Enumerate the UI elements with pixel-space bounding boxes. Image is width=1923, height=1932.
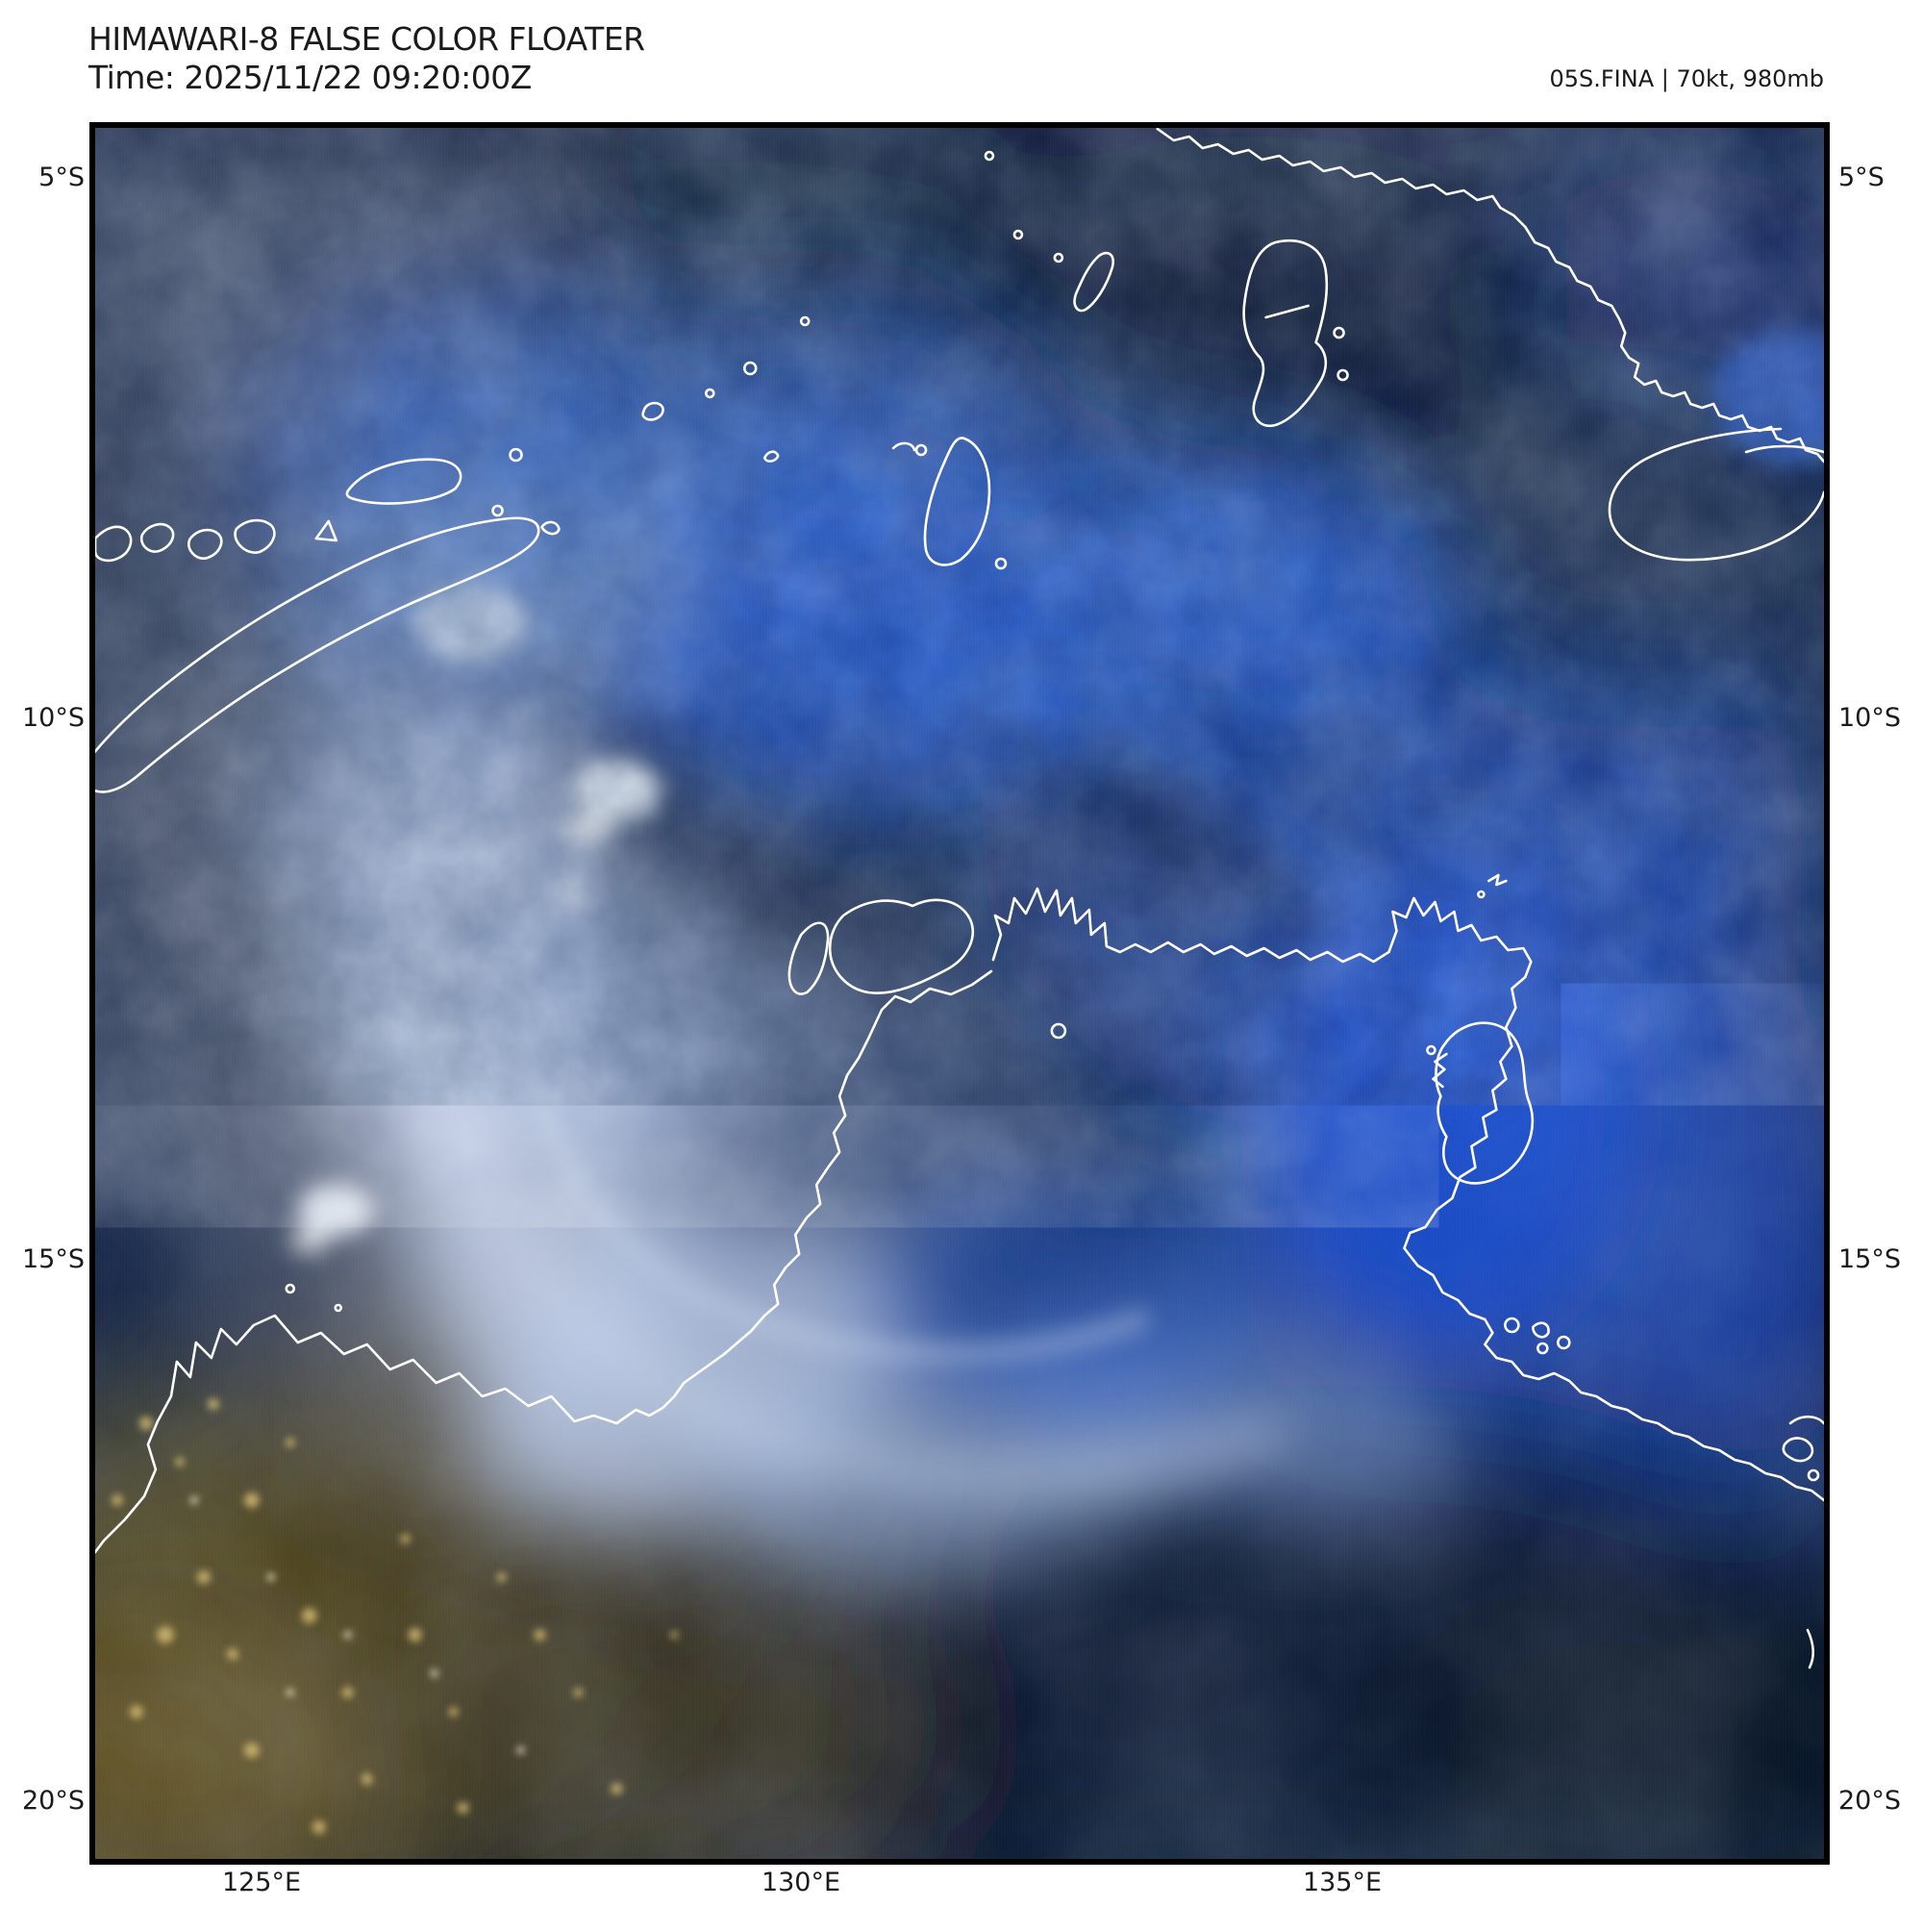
lat-label-right-20s: 20°S — [1838, 1788, 1901, 1815]
satellite-image — [95, 128, 1824, 1859]
lon-label-125e: 125°E — [194, 1869, 329, 1896]
lat-label-left-15s: 15°S — [0, 1246, 85, 1273]
lat-label-right-5s: 5°S — [1838, 164, 1885, 191]
timestamp-label: Time: 2025/11/22 09:20:00Z — [88, 60, 532, 96]
lat-label-left-5s: 5°S — [0, 164, 85, 191]
lon-label-130e: 130°E — [734, 1869, 868, 1896]
lon-label-135e: 135°E — [1275, 1869, 1410, 1896]
satellite-map-frame: Copyright © 2020-2025 Dapiya — [89, 122, 1830, 1865]
lat-label-left-10s: 10°S — [0, 705, 85, 732]
lat-label-right-15s: 15°S — [1838, 1246, 1901, 1273]
lat-label-right-10s: 10°S — [1838, 705, 1901, 732]
satellite-product-page: HIMAWARI-8 FALSE COLOR FLOATER Time: 202… — [0, 0, 1923, 1932]
lat-label-left-20s: 20°S — [0, 1788, 85, 1815]
cloud-texture-fine-dark — [95, 128, 1824, 1859]
page-title: HIMAWARI-8 FALSE COLOR FLOATER — [88, 21, 645, 58]
storm-intensity-annotation: 05S.FINA | 70kt, 980mb — [862, 65, 1824, 92]
